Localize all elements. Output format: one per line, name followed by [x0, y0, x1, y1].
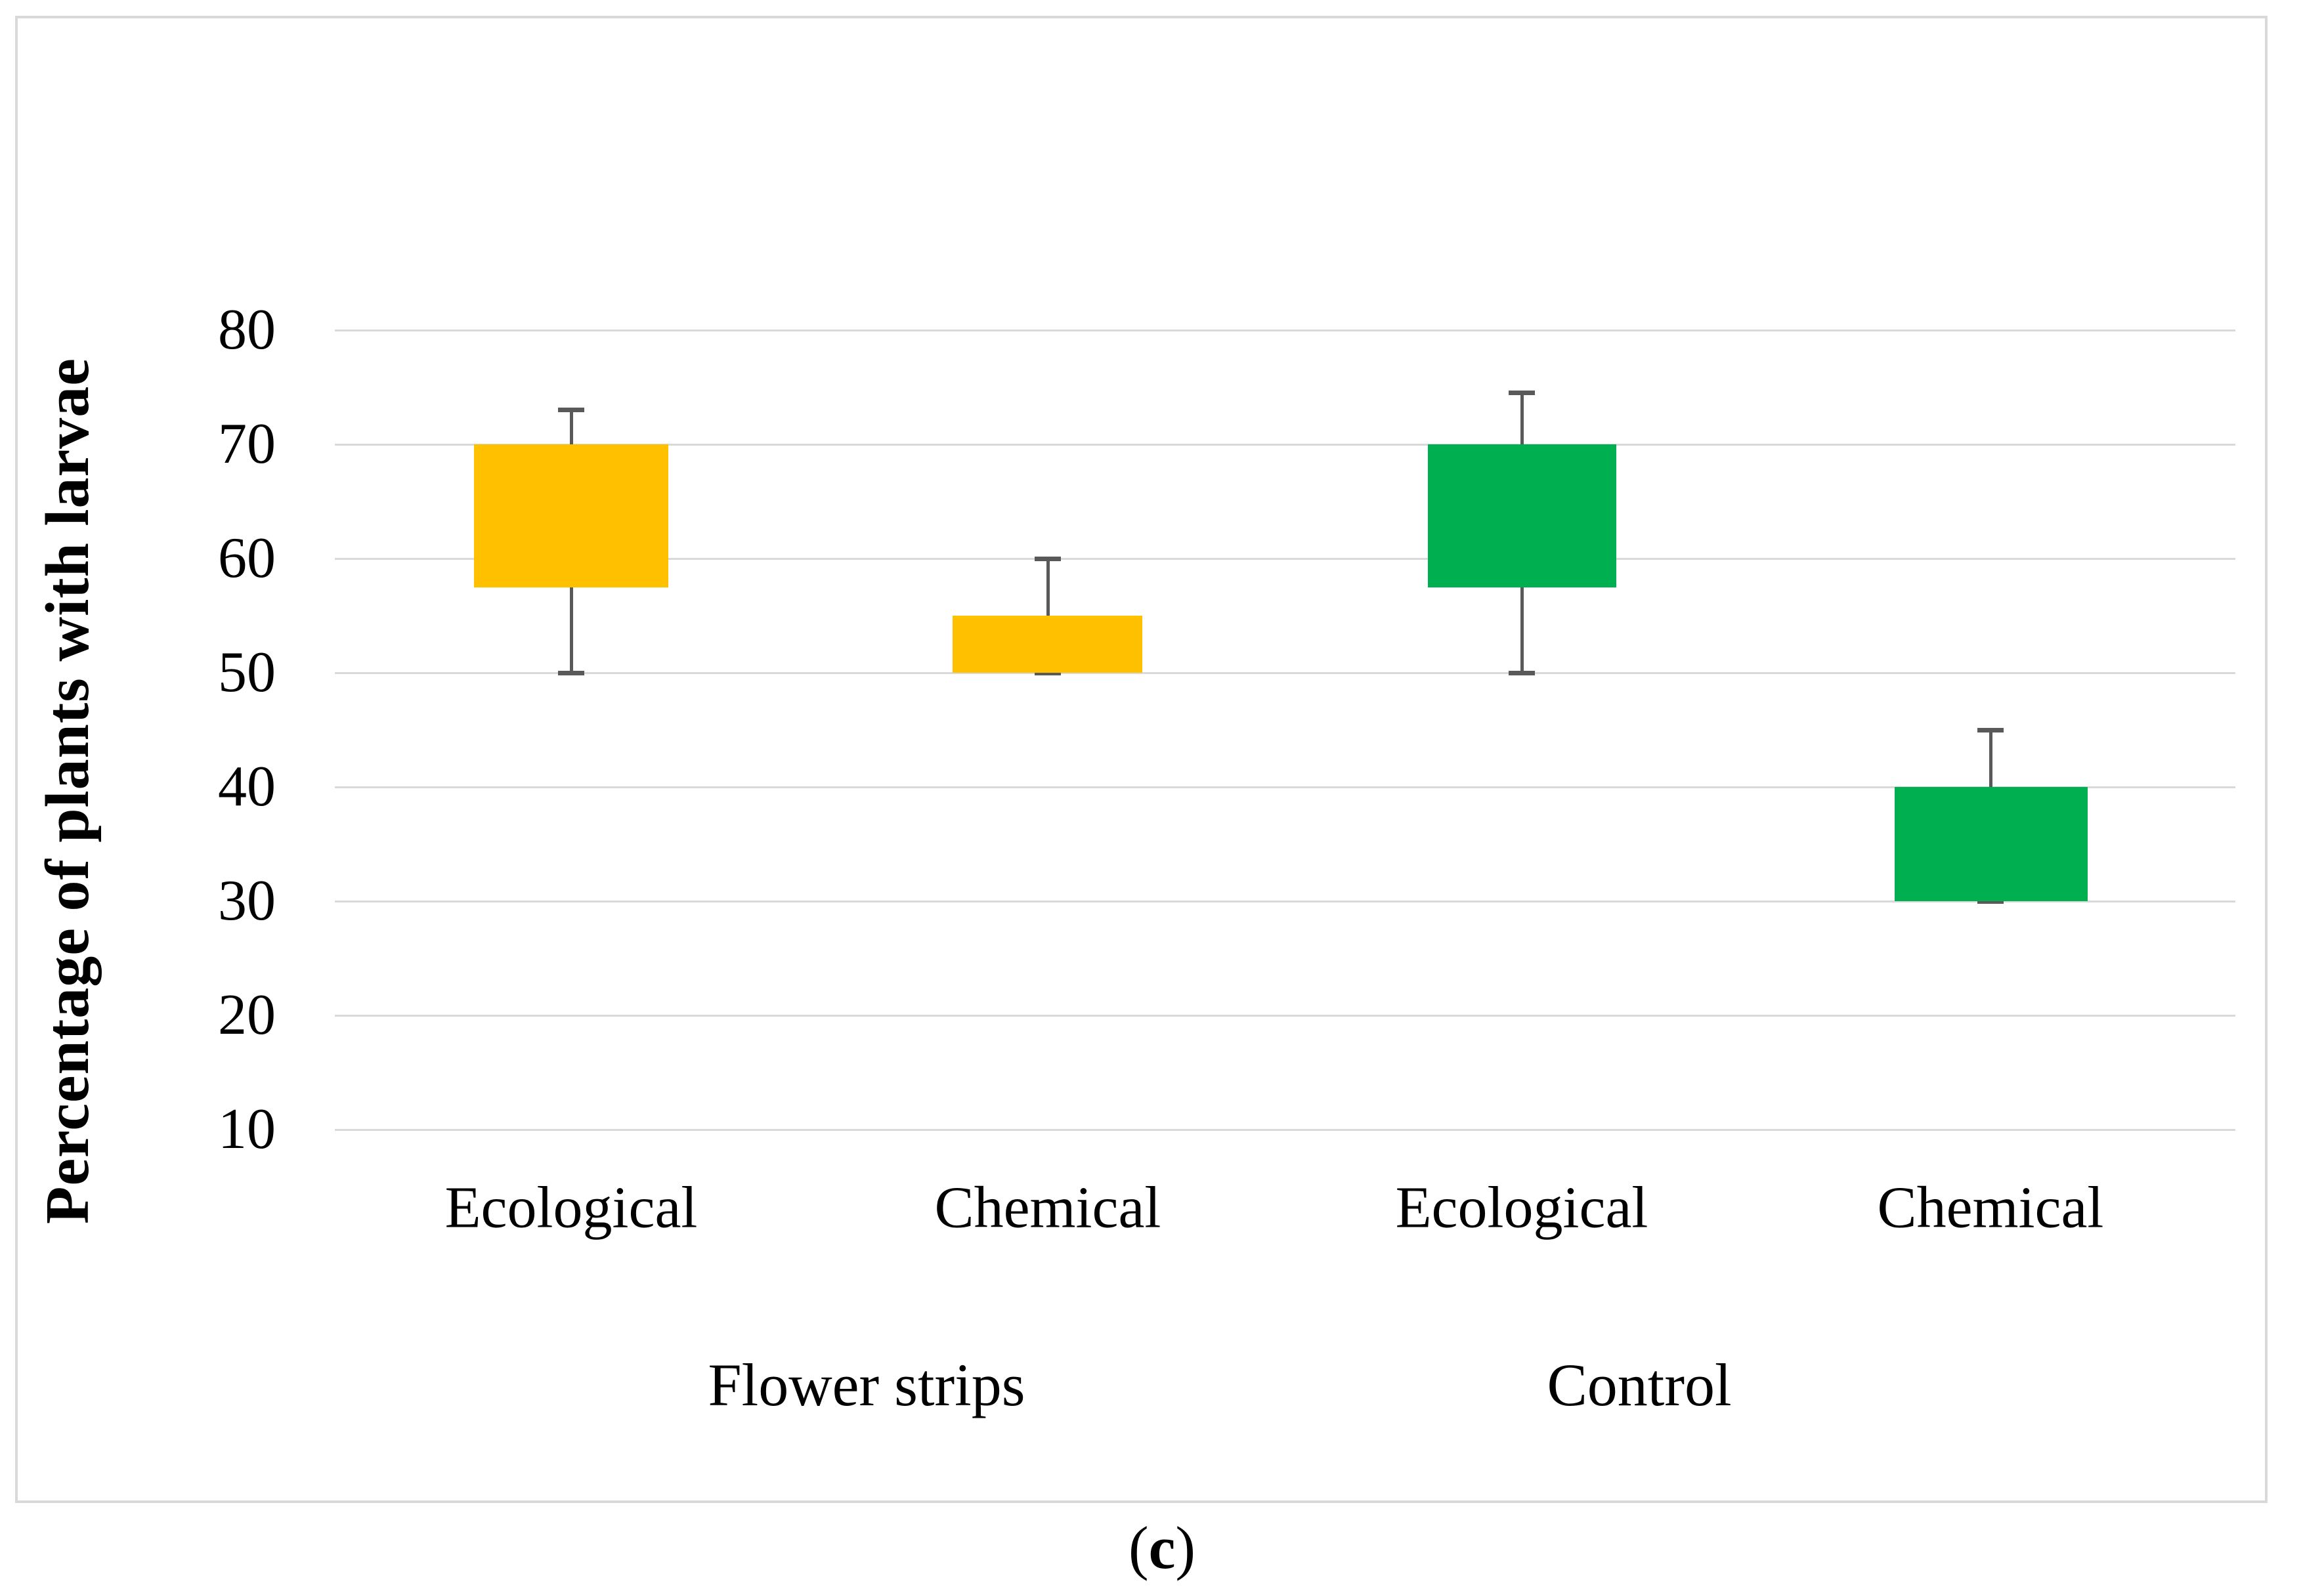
upper-whisker-line [1046, 559, 1050, 616]
gridline-70 [335, 443, 2235, 446]
lower-whisker-cap [1035, 670, 1061, 675]
upper-whisker-line [569, 410, 573, 444]
gridline-40 [335, 786, 2235, 788]
y-tick-label-50: 50 [218, 641, 276, 704]
lower-whisker-line [1520, 587, 1524, 673]
gridline-20 [335, 1014, 2235, 1017]
upper-whisker-line [1520, 392, 1524, 444]
upper-whisker-cap [1035, 556, 1061, 561]
gridline-50 [335, 671, 2235, 674]
gridline-80 [335, 329, 2235, 331]
lower-whisker-cap [1509, 670, 1535, 675]
lower-whisker-cap [1977, 899, 2004, 904]
chart-border [15, 16, 2268, 1503]
y-tick-label-10: 10 [218, 1097, 276, 1161]
upper-whisker-line [1989, 730, 1992, 787]
lower-whisker-line [569, 587, 573, 673]
upper-whisker-cap [558, 408, 584, 413]
y-tick-label-60: 60 [218, 526, 276, 590]
caption-close-paren: ) [1175, 1514, 1196, 1581]
category-label-0-ecological: Ecological [444, 1175, 698, 1241]
y-tick-label-30: 30 [218, 869, 276, 933]
category-label-3-chemical: Chemical [1877, 1175, 2104, 1241]
gridline-10 [335, 1128, 2235, 1131]
category-label-2-ecological: Ecological [1395, 1175, 1648, 1241]
category-label-1-chemical: Chemical [934, 1175, 1161, 1241]
y-tick-label-70: 70 [218, 412, 276, 476]
box-flower-strips-chemical [953, 616, 1142, 673]
figure-caption: (c) [1129, 1513, 1195, 1582]
y-tick-label-20: 20 [218, 983, 276, 1047]
group-label-flower-strips: Flower strips [708, 1351, 1025, 1418]
caption-letter: c [1148, 1514, 1176, 1581]
box-control-chemical [1895, 787, 2088, 901]
gridline-30 [335, 900, 2235, 902]
gridline-60 [335, 557, 2235, 560]
lower-whisker-cap [558, 670, 584, 675]
caption-open-paren: ( [1128, 1514, 1149, 1581]
upper-whisker-cap [1509, 391, 1535, 396]
y-tick-label-40: 40 [218, 755, 276, 818]
upper-whisker-cap [1977, 727, 2004, 732]
y-tick-label-80: 80 [218, 298, 276, 362]
group-label-control: Control [1547, 1351, 1732, 1418]
box-flower-strips-ecological [474, 444, 668, 587]
box-control-ecological [1428, 444, 1616, 587]
